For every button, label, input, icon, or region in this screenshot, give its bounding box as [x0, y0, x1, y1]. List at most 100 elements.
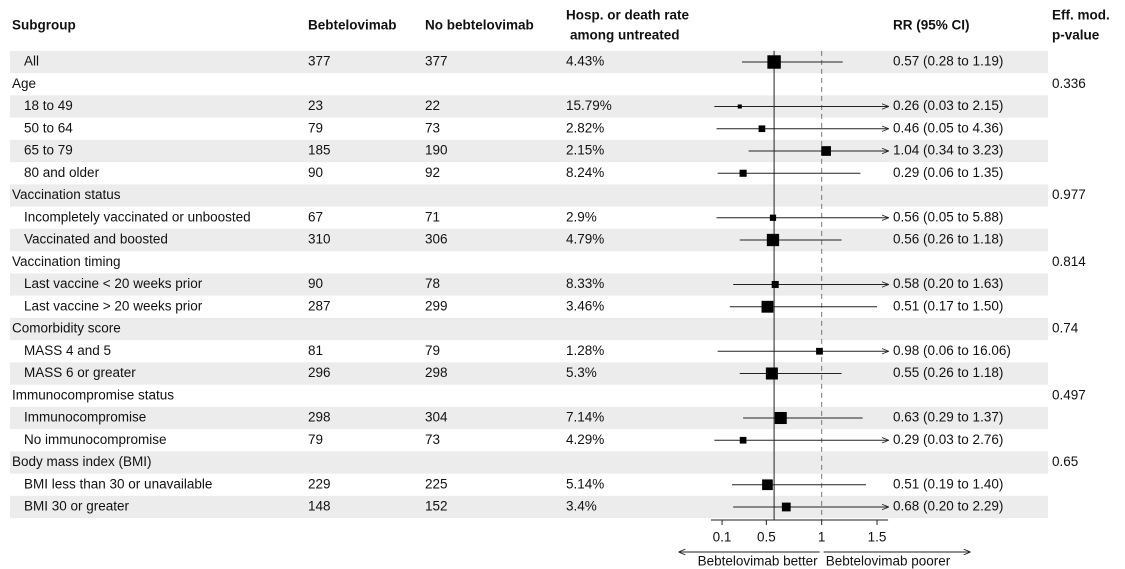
- column-header: p-value: [1052, 28, 1100, 43]
- rate: 2.9%: [566, 209, 597, 224]
- rate: 3.46%: [566, 298, 604, 313]
- subgroup: Vaccinated and boosted: [24, 232, 168, 247]
- subgroup: 65 to 79: [24, 143, 73, 158]
- estimate: [821, 146, 831, 156]
- treated-count: 81: [308, 343, 323, 358]
- estimate: [816, 347, 823, 355]
- rate: 7.14%: [566, 410, 604, 425]
- subgroup: Last vaccine > 20 weeks prior: [24, 298, 203, 313]
- column-header: among untreated: [570, 28, 680, 43]
- x-tick-label: 1: [818, 530, 826, 545]
- p-value: 0.977: [1052, 187, 1086, 202]
- estimate: [761, 300, 774, 313]
- treated-count: 296: [308, 365, 331, 380]
- rate: 5.3%: [566, 365, 597, 380]
- p-value: 0.814: [1052, 254, 1086, 269]
- row-band: [10, 451, 1048, 474]
- estimate: [781, 502, 791, 512]
- estimate: [737, 104, 742, 109]
- row-band: [10, 495, 1048, 519]
- rr-label: 0.51 (0.17 to 1.50): [893, 298, 1003, 313]
- untreated-count: 299: [425, 298, 448, 313]
- untreated-count: 152: [425, 499, 448, 514]
- treated-count: 310: [308, 232, 331, 247]
- rr-label: 0.26 (0.03 to 2.15): [893, 98, 1003, 113]
- untreated-count: 298: [425, 365, 448, 380]
- rr-label: 1.04 (0.34 to 3.23): [893, 143, 1003, 158]
- rr-label: 0.56 (0.05 to 5.88): [893, 209, 1003, 224]
- rate: 5.14%: [566, 476, 604, 491]
- subgroup: Vaccination status: [12, 187, 121, 202]
- untreated-count: 78: [425, 276, 440, 291]
- row-band: [10, 184, 1048, 207]
- treated-count: 23: [308, 98, 323, 113]
- treated-count: 90: [308, 165, 323, 180]
- estimate: [767, 55, 781, 69]
- x-tick-label: 1.5: [868, 530, 887, 545]
- subgroup: No immunocompromise: [24, 432, 167, 447]
- rate: 15.79%: [566, 98, 612, 113]
- untreated-count: 304: [425, 410, 448, 425]
- row-band: [10, 95, 1048, 118]
- estimate: [739, 169, 747, 177]
- treated-count: 148: [308, 499, 331, 514]
- p-value: 0.497: [1052, 387, 1086, 402]
- rr-label: 0.46 (0.05 to 4.36): [893, 120, 1003, 135]
- rr-label: 0.68 (0.20 to 2.29): [893, 499, 1003, 514]
- subgroup: Comorbidity score: [12, 321, 121, 336]
- p-value: 0.74: [1052, 321, 1079, 336]
- untreated-count: 306: [425, 232, 448, 247]
- estimate: [765, 367, 778, 380]
- rate: 2.15%: [566, 143, 604, 158]
- row-band: [10, 50, 1048, 74]
- subgroup: Immunocompromise: [24, 410, 146, 425]
- estimate: [769, 214, 777, 221]
- p-value: 0.336: [1052, 76, 1086, 91]
- rr-label: 0.56 (0.26 to 1.18): [893, 232, 1003, 247]
- treated-count: 287: [308, 298, 331, 313]
- estimate: [766, 233, 780, 247]
- column-header: Hosp. or death rate: [566, 8, 690, 23]
- column-header: Subgroup: [12, 18, 76, 33]
- untreated-count: 73: [425, 432, 440, 447]
- rate: 8.24%: [566, 165, 604, 180]
- treated-count: 79: [308, 432, 323, 447]
- rate: 4.29%: [566, 432, 604, 447]
- row-band: [10, 228, 1048, 252]
- rate: 4.43%: [566, 54, 604, 69]
- rr-label: 0.29 (0.06 to 1.35): [893, 165, 1003, 180]
- treated-count: 229: [308, 476, 331, 491]
- row-band: [10, 273, 1048, 296]
- treated-count: 185: [308, 143, 331, 158]
- untreated-count: 190: [425, 143, 448, 158]
- column-header: No bebtelovimab: [425, 18, 534, 33]
- subgroup: MASS 4 and 5: [24, 343, 111, 358]
- subgroup: Immunocompromise status: [12, 387, 174, 402]
- rr-label: 0.63 (0.29 to 1.37): [893, 410, 1003, 425]
- column-header: RR (95% CI): [893, 18, 970, 33]
- rate: 1.28%: [566, 343, 604, 358]
- rr-label: 0.98 (0.06 to 16.06): [893, 343, 1011, 358]
- subgroup: Body mass index (BMI): [12, 454, 152, 469]
- x-tick-label: 0.5: [757, 530, 776, 545]
- direction-label: Bebtelovimab poorer: [826, 554, 951, 569]
- treated-count: 90: [308, 276, 323, 291]
- treated-count: 377: [308, 54, 331, 69]
- estimate: [739, 436, 747, 444]
- subgroup: 50 to 64: [24, 120, 73, 135]
- column-header: Bebtelovimab: [308, 18, 397, 33]
- untreated-count: 79: [425, 343, 440, 358]
- rr-label: 0.55 (0.26 to 1.18): [893, 365, 1003, 380]
- x-tick-label: 0.1: [713, 530, 732, 545]
- subgroup: MASS 6 or greater: [24, 365, 136, 380]
- rate: 3.4%: [566, 499, 597, 514]
- rr-label: 0.57 (0.28 to 1.19): [893, 54, 1003, 69]
- subgroup: All: [24, 54, 39, 69]
- subgroup: 18 to 49: [24, 98, 73, 113]
- subgroup: Vaccination timing: [12, 254, 121, 269]
- subgroup: BMI less than 30 or unavailable: [24, 476, 212, 491]
- untreated-count: 92: [425, 165, 440, 180]
- subgroup: BMI 30 or greater: [24, 499, 130, 514]
- row-band: [10, 362, 1048, 385]
- estimate: [762, 479, 773, 491]
